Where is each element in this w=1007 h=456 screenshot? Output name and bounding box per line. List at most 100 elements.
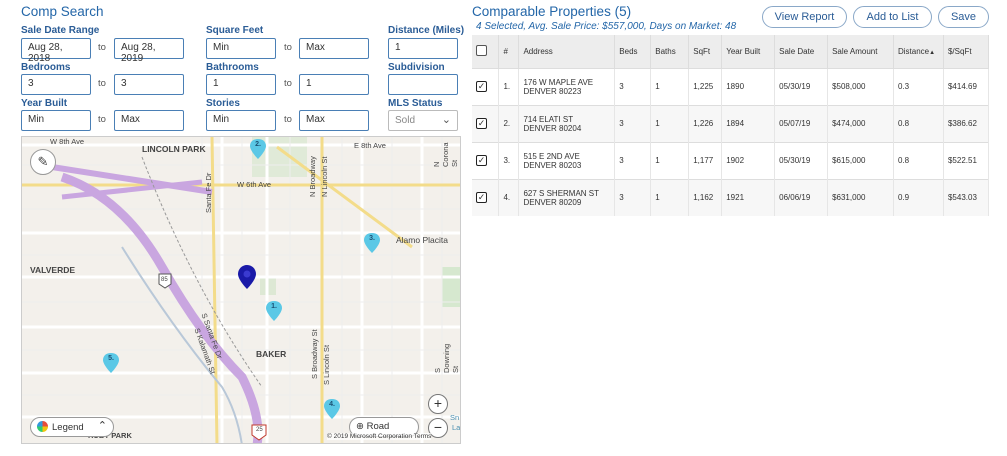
- sale-date-to-input[interactable]: Aug 28, 2019: [114, 38, 184, 64]
- table-row[interactable]: ✓ 3. 515 E 2ND AVE DENVER 80203 3 1 1,177 1902 0…: [472, 141, 990, 179]
- year-built-max-input[interactable]: Max: [114, 110, 184, 131]
- col-year-built[interactable]: Year Built: [721, 35, 776, 68]
- select-all-checkbox[interactable]: [476, 44, 487, 56]
- map-label-w8th: W 8th Ave: [50, 137, 85, 146]
- row-year-built: 1890: [721, 67, 776, 105]
- view-report-button[interactable]: View Report: [762, 6, 847, 28]
- bedrooms-to-input[interactable]: 3: [114, 74, 184, 95]
- map-label-valverde: VALVERDE: [30, 265, 76, 275]
- col-sale-amount[interactable]: Sale Amount: [827, 35, 894, 68]
- row-address[interactable]: 176 W MAPLE AVE DENVER 80223: [518, 67, 616, 105]
- row-checkbox[interactable]: ✓: [476, 81, 487, 92]
- row-sale-date: 05/30/19: [774, 67, 829, 105]
- row-select-cell[interactable]: ✓: [472, 104, 500, 142]
- sqft-max-input[interactable]: Max: [299, 38, 369, 59]
- map-label-santa-fe: Santa Fe Dr: [204, 172, 213, 213]
- pin-label: 4.: [329, 401, 335, 408]
- row-baths: 1: [650, 104, 690, 142]
- year-built-label: Year Built: [21, 98, 68, 109]
- row-number: 3.: [498, 141, 520, 179]
- col-beds[interactable]: Beds: [614, 35, 652, 68]
- map-pin-2[interactable]: 2.: [250, 139, 266, 159]
- select-all-header[interactable]: [472, 35, 500, 68]
- col-sale-date[interactable]: Sale Date: [774, 35, 829, 68]
- bedrooms-from-input[interactable]: 3: [21, 74, 91, 95]
- map-label-w6th: W 6th Ave: [237, 180, 272, 189]
- terms-link[interactable]: Terms: [413, 433, 432, 440]
- map-pin-4[interactable]: 4.: [324, 399, 340, 419]
- row-checkbox[interactable]: ✓: [476, 118, 487, 129]
- row-address[interactable]: 515 E 2ND AVE DENVER 80203: [518, 141, 616, 179]
- distance-label: Distance (Miles): [388, 25, 465, 36]
- mls-status-select[interactable]: Sold ⌄: [388, 110, 458, 131]
- subject-property-pin[interactable]: [238, 265, 256, 289]
- row-beds: 3: [614, 141, 652, 179]
- map-view[interactable]: LINCOLN PARK W 8th Ave E 8th Ave W 6th A…: [21, 136, 461, 444]
- bathrooms-from-input[interactable]: 1: [206, 74, 276, 95]
- zoom-in-button[interactable]: +: [428, 394, 448, 414]
- map-pin-5[interactable]: 5.: [103, 353, 119, 373]
- row-price-per-sqft: $414.69: [943, 67, 990, 105]
- sale-date-from-input[interactable]: Aug 28, 2018: [21, 38, 91, 64]
- row-price-per-sqft: $522.51: [943, 141, 990, 179]
- row-sale-amount: $631,000: [827, 178, 894, 216]
- address-line-2: DENVER 80203: [523, 160, 582, 170]
- row-select-cell[interactable]: ✓: [472, 141, 500, 179]
- pin-label: 2.: [255, 141, 261, 148]
- map-pin-3[interactable]: 3.: [364, 233, 380, 253]
- row-checkbox[interactable]: ✓: [476, 155, 487, 166]
- row-checkbox[interactable]: ✓: [476, 192, 487, 204]
- map-label-n-lincoln: N Lincoln St: [320, 156, 329, 197]
- table-row[interactable]: ✓ 4. 627 S SHERMAN ST DENVER 80209 3 1 1,162 19…: [472, 178, 990, 216]
- legend-button[interactable]: Legend ⌃: [30, 417, 114, 437]
- row-year-built: 1902: [721, 141, 776, 179]
- map-copyright: © 2019 Microsoft Corporation Terms: [327, 433, 432, 440]
- map-marker-icon: [324, 399, 340, 419]
- to-label: to: [284, 78, 292, 89]
- table-row[interactable]: ✓ 2. 714 ELATI ST DENVER 80204 3 1 1,226 1894 05…: [472, 104, 990, 142]
- table-row[interactable]: ✓ 1. 176 W MAPLE AVE DENVER 80223 3 1 1,225 189…: [472, 67, 990, 105]
- stories-min-input[interactable]: Min: [206, 110, 276, 131]
- stories-max-input[interactable]: Max: [299, 110, 369, 131]
- address-line-2: DENVER 80204: [523, 123, 582, 133]
- sqft-min-input[interactable]: Min: [206, 38, 276, 59]
- col-distance[interactable]: Distance▲: [893, 35, 944, 68]
- pin-label: 1.: [271, 303, 277, 310]
- row-sale-amount: $508,000: [827, 67, 894, 105]
- row-select-cell[interactable]: ✓: [472, 178, 500, 216]
- row-distance: 0.9: [893, 178, 944, 216]
- row-address[interactable]: 714 ELATI ST DENVER 80204: [518, 104, 616, 142]
- map-pin-1[interactable]: 1.: [266, 301, 282, 321]
- pencil-icon[interactable]: ✎: [30, 149, 56, 175]
- save-button[interactable]: Save: [938, 6, 989, 28]
- col-price-per-sqft[interactable]: $/SqFt: [943, 35, 990, 68]
- add-to-list-button[interactable]: Add to List: [853, 6, 932, 28]
- comparables-title: Comparable Properties (5): [472, 4, 632, 19]
- row-address[interactable]: 627 S SHERMAN ST DENVER 80209: [518, 178, 616, 216]
- year-built-min-input[interactable]: Min: [21, 110, 91, 131]
- col-address[interactable]: Address: [518, 35, 616, 68]
- col-sqft[interactable]: SqFt: [688, 35, 723, 68]
- subdivision-input[interactable]: [388, 74, 458, 95]
- col-number[interactable]: #: [498, 35, 520, 68]
- sale-date-range-label: Sale Date Range: [21, 25, 100, 36]
- map-label-alamo-placita: Alamo Placita: [396, 235, 448, 245]
- legend-icon: [37, 421, 48, 432]
- row-select-cell[interactable]: ✓: [472, 67, 500, 105]
- row-price-per-sqft: $386.62: [943, 104, 990, 142]
- col-distance-label: Distance: [898, 46, 930, 56]
- pin-label: 3.: [369, 235, 375, 242]
- bathrooms-to-input[interactable]: 1: [299, 74, 369, 95]
- map-marker-icon: [266, 301, 282, 321]
- row-sale-amount: $474,000: [827, 104, 894, 142]
- map-label-n-corona: N Corona St: [432, 142, 459, 167]
- row-number: 1.: [498, 67, 520, 105]
- distance-input[interactable]: 1: [388, 38, 458, 59]
- row-sale-date: 05/07/19: [774, 104, 829, 142]
- mls-status-label: MLS Status: [388, 98, 443, 109]
- col-baths[interactable]: Baths: [650, 35, 690, 68]
- map-label-s-broadway: S Broadway St: [310, 329, 319, 379]
- to-label: to: [284, 42, 292, 53]
- zoom-out-button[interactable]: −: [428, 418, 448, 438]
- road-label: Road: [366, 421, 390, 432]
